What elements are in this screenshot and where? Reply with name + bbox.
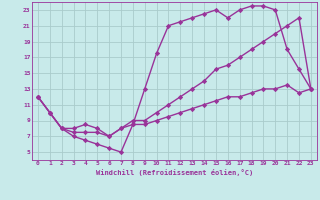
X-axis label: Windchill (Refroidissement éolien,°C): Windchill (Refroidissement éolien,°C) [96,169,253,176]
